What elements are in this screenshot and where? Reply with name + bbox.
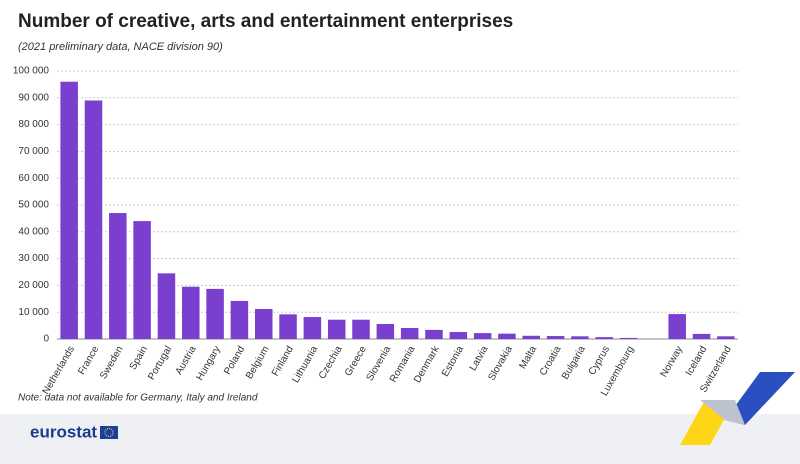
bar	[376, 323, 395, 339]
bar	[692, 333, 711, 339]
y-tick-label: 50 000	[18, 200, 49, 211]
decoration	[680, 372, 795, 445]
y-tick-label: 90 000	[18, 92, 49, 103]
bar	[595, 337, 613, 339]
y-tick-label: 30 000	[18, 253, 49, 264]
bar	[449, 332, 468, 339]
note: Note: data not available for Germany, It…	[18, 393, 258, 404]
bar	[60, 81, 78, 339]
bar	[571, 336, 589, 339]
bar	[546, 336, 565, 339]
bar	[84, 100, 103, 339]
chart-subtitle: (2021 preliminary data, NACE division 90…	[18, 41, 223, 53]
y-tick-label: 60 000	[18, 173, 49, 184]
bar	[498, 333, 516, 339]
bar	[473, 333, 492, 339]
bar	[182, 286, 200, 339]
bar	[668, 314, 686, 339]
bar	[279, 314, 297, 339]
y-tick-label: 10 000	[18, 307, 49, 318]
y-tick-label: 80 000	[18, 119, 49, 130]
bar	[109, 213, 127, 339]
bar	[303, 317, 322, 339]
bar	[522, 335, 541, 339]
bar	[133, 221, 151, 339]
bar	[400, 328, 419, 339]
logo: eurostat	[30, 422, 97, 441]
y-tick-label: 20 000	[18, 280, 49, 291]
bar	[352, 319, 370, 339]
y-tick-label: 40 000	[18, 226, 49, 237]
bar	[254, 308, 273, 339]
bar	[619, 337, 638, 339]
y-tick-label: 0	[43, 334, 49, 345]
chart-title: Number of creative, arts and entertainme…	[18, 11, 513, 32]
bar	[327, 319, 346, 339]
y-tick-label: 100 000	[13, 66, 50, 77]
bar	[157, 273, 176, 339]
y-tick-label: 70 000	[18, 146, 49, 157]
bar	[230, 300, 249, 339]
bar	[206, 288, 224, 339]
bar	[717, 336, 735, 339]
bar	[425, 329, 443, 339]
eu-flag	[100, 426, 118, 439]
footer	[0, 414, 800, 464]
